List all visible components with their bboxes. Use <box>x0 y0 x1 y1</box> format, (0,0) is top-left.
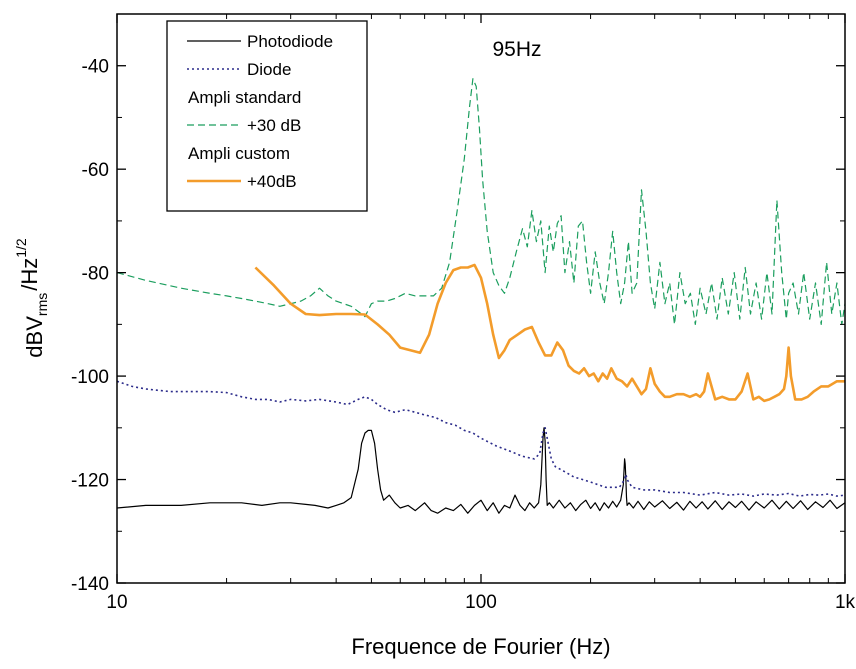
y-tick-label-0: -40 <box>82 57 109 78</box>
series-line-2 <box>116 78 846 325</box>
legend-box <box>166 20 368 212</box>
legend: Photodiode Diode Ampli standard +30 dB Ampli… <box>166 20 368 212</box>
annotation-95hz: 95Hz <box>492 38 541 61</box>
legend-label-5: +40dB <box>247 172 297 191</box>
legend-label-1: Diode <box>247 60 291 79</box>
y-axis-title-mid: /Hz <box>17 258 42 291</box>
x-tick-label-2: 1k <box>835 592 856 613</box>
x-tick-label-1: 100 <box>465 592 497 613</box>
y-axis-title-base: dBV <box>22 316 47 358</box>
y-tick-label-4: -120 <box>71 471 109 492</box>
legend-label-3: +30 dB <box>247 116 301 135</box>
y-axis-title: dBVrms/Hz1/2 <box>13 238 50 358</box>
y-tick-label-2: -80 <box>82 264 109 285</box>
x-axis-title: Frequence de Fourier (Hz) <box>351 634 610 659</box>
y-tick-label-3: -100 <box>71 367 109 388</box>
series-line-0 <box>116 427 846 514</box>
series-layer <box>116 78 846 514</box>
series-line-3 <box>254 263 845 403</box>
x-tick-label-0: 10 <box>106 592 127 613</box>
y-tick-label-5: -140 <box>71 574 109 595</box>
legend-label-0: Photodiode <box>247 32 333 51</box>
series-line-1 <box>116 380 846 497</box>
y-axis-title-sup: 1/2 <box>13 238 29 258</box>
legend-group-label-2: Ampli standard <box>188 88 301 107</box>
y-axis-title-sub: rms <box>34 293 50 316</box>
legend-group-label-4: Ampli custom <box>188 144 290 163</box>
y-tick-label-1: -60 <box>82 160 109 181</box>
